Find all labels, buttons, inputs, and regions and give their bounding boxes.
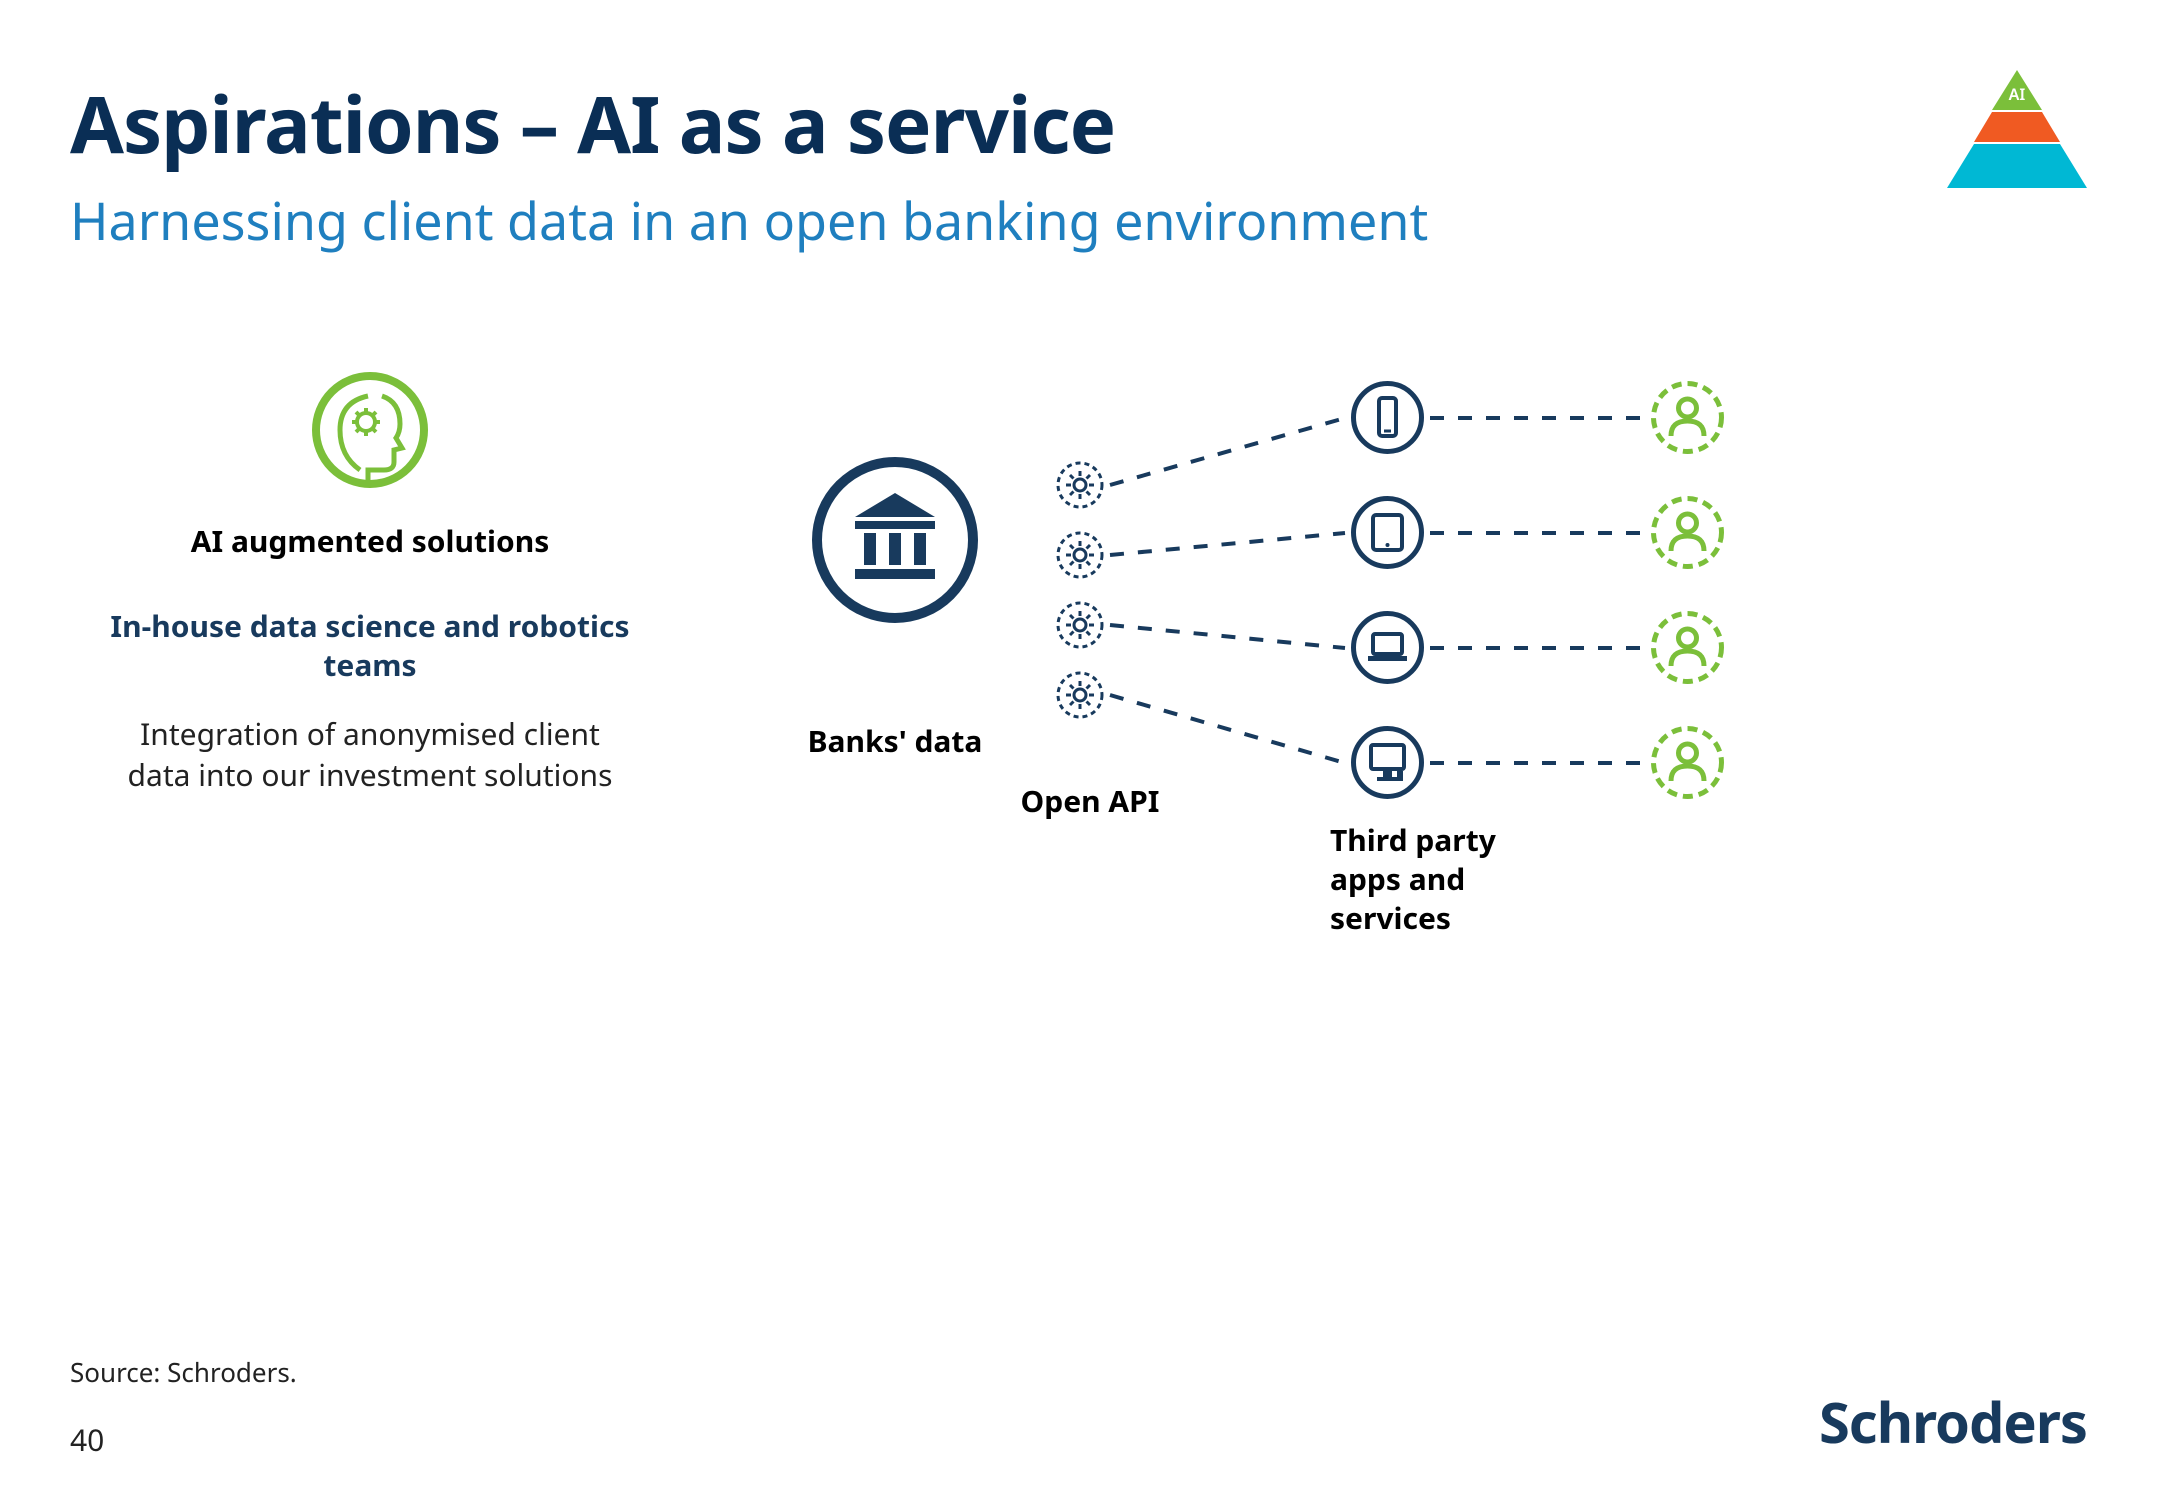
- page-number: 40: [70, 1419, 104, 1460]
- user-icon: [1650, 610, 1725, 685]
- gear-icon: [1055, 530, 1105, 580]
- pyramid-label: AI: [2009, 83, 2026, 105]
- pyramid-icon: AI: [1947, 70, 2087, 205]
- laptop-icon: [1350, 610, 1425, 685]
- user-icon: [1650, 495, 1725, 570]
- banks-label: Banks' data: [790, 720, 1000, 761]
- slide-subtitle: Harnessing client data in an open bankin…: [70, 185, 1428, 256]
- left-heading-2: In-house data science and robotics teams: [110, 606, 630, 684]
- user-icon: [1650, 725, 1725, 800]
- open-api-gears: [1055, 460, 1105, 720]
- left-body: Integration of anonymised client data in…: [110, 714, 630, 795]
- device-column: [1350, 380, 1425, 800]
- desktop-icon: [1350, 725, 1425, 800]
- tablet-icon: [1350, 495, 1425, 570]
- left-column: AI augmented solutions In-house data sci…: [110, 370, 630, 795]
- brand-logo: Schroders: [1819, 1384, 2087, 1460]
- left-heading-1: AI augmented solutions: [110, 520, 630, 561]
- bank-icon: [810, 455, 980, 625]
- gear-icon: [1055, 670, 1105, 720]
- slide-title: Aspirations – AI as a service: [70, 70, 1115, 176]
- source-text: Source: Schroders.: [70, 1354, 297, 1390]
- open-api-label: Open API: [990, 780, 1190, 821]
- third-party-label: Third party apps and services: [1330, 820, 1550, 937]
- phone-icon: [1350, 380, 1425, 455]
- head-gear-icon: [110, 370, 630, 490]
- user-icon: [1650, 380, 1725, 455]
- gear-icon: [1055, 600, 1105, 650]
- user-column: [1650, 380, 1725, 800]
- gear-icon: [1055, 460, 1105, 510]
